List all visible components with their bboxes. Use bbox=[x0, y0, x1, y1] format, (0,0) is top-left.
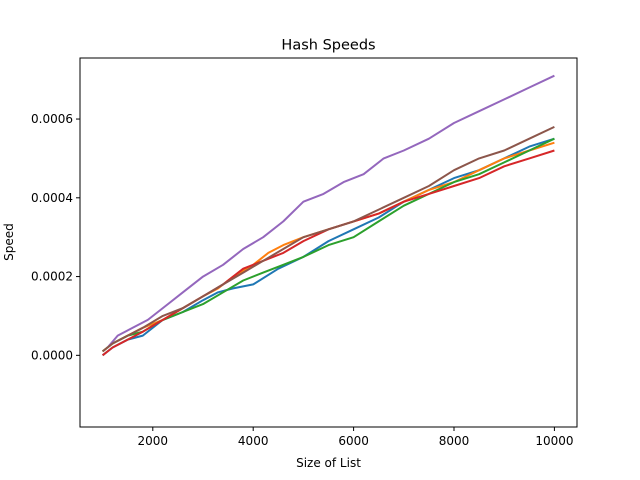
x-tick-label: 2000 bbox=[138, 434, 169, 448]
x-axis-ticks: 2000 4000 6000 8000 10000 bbox=[138, 427, 574, 448]
x-tick-label: 4000 bbox=[238, 434, 269, 448]
series-line-5 bbox=[106, 74, 555, 349]
series-line-6 bbox=[101, 125, 555, 353]
series-layer bbox=[101, 74, 555, 357]
y-tick-label: 0.0000 bbox=[31, 348, 73, 362]
y-tick-label: 0.0002 bbox=[31, 270, 73, 284]
x-tick-label: 10000 bbox=[535, 434, 573, 448]
y-axis-ticks: 0.0000 0.0002 0.0004 0.0006 bbox=[31, 112, 80, 362]
y-tick-label: 0.0006 bbox=[31, 112, 73, 126]
y-tick-label: 0.0004 bbox=[31, 191, 73, 205]
axes-frame bbox=[79, 57, 578, 428]
y-axis-label: Speed bbox=[2, 223, 16, 261]
x-axis-label: Size of List bbox=[296, 456, 361, 470]
x-tick-label: 6000 bbox=[338, 434, 369, 448]
series-line-2 bbox=[101, 141, 555, 353]
chart-title: Hash Speeds bbox=[281, 38, 375, 54]
series-line-4 bbox=[101, 149, 555, 357]
x-tick-label: 8000 bbox=[439, 434, 470, 448]
